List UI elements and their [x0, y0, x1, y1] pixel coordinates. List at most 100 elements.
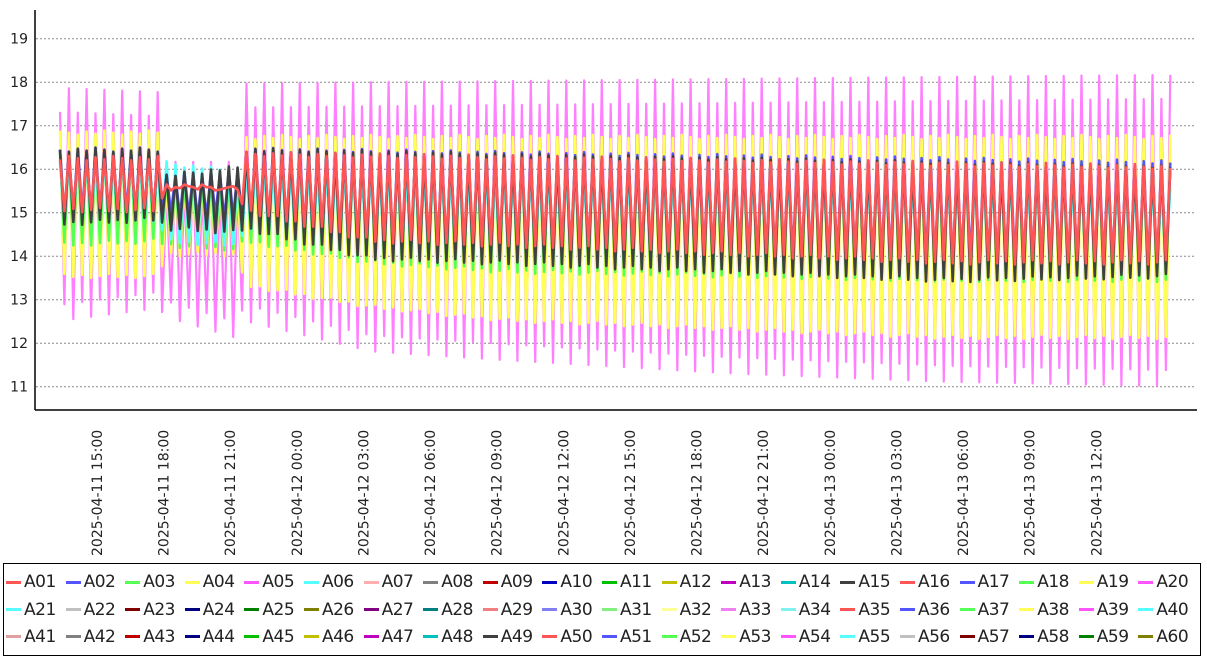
legend-swatch: [125, 580, 141, 584]
legend-swatch: [601, 580, 617, 584]
x-tick-label: 2025-04-13 06:00: [956, 430, 972, 556]
y-tick-label: 11: [10, 380, 28, 396]
legend-label: A44: [202, 626, 235, 647]
legend-swatch: [184, 608, 200, 611]
legend-item: A47: [363, 624, 424, 650]
legend-item: A12: [661, 569, 722, 595]
legend-label: A55: [858, 626, 891, 647]
legend-item: A33: [721, 597, 781, 623]
legend-label: A52: [679, 626, 712, 647]
legend-label: A22: [83, 599, 116, 620]
legend-swatch: [244, 608, 260, 611]
legend-label: A26: [321, 599, 354, 620]
legend-item: A54: [780, 624, 841, 650]
legend-swatch: [303, 608, 319, 611]
legend-swatch: [661, 635, 677, 639]
legend-swatch: [1019, 580, 1035, 584]
legend-item: A46: [303, 624, 364, 650]
legend-item: A15: [840, 569, 900, 595]
legend-label: A50: [560, 626, 593, 647]
legend-item: A26: [303, 597, 364, 623]
legend-item: A11: [601, 569, 662, 595]
legend-swatch: [363, 635, 379, 639]
legend-label: A02: [83, 572, 116, 593]
x-tick-label: 2025-04-12 06:00: [423, 430, 439, 556]
legend-item: A58: [1019, 624, 1079, 650]
legend-item: A52: [661, 624, 722, 650]
y-tick-label: 18: [10, 75, 28, 91]
legend-swatch: [6, 635, 21, 639]
legend-item: A22: [65, 597, 126, 623]
legend-label: A06: [321, 572, 354, 593]
legend-swatch: [542, 580, 558, 584]
legend-label: A10: [560, 572, 593, 593]
y-tick-label: 19: [10, 32, 28, 48]
legend-swatch: [244, 580, 260, 584]
legend-item: A51: [601, 624, 662, 650]
legend-item: A44: [184, 624, 245, 650]
legend-label: A15: [858, 572, 891, 593]
legend-item: A50: [542, 624, 602, 650]
legend-label: A31: [619, 599, 652, 620]
legend-label: A20: [1156, 572, 1189, 593]
series-bands: [58, 73, 1172, 387]
legend-item: A43: [125, 624, 185, 650]
x-tick-label: 2025-04-12 18:00: [690, 430, 706, 556]
y-tick-label: 17: [10, 119, 28, 135]
legend-swatch: [780, 608, 796, 611]
legend-swatch: [1138, 635, 1154, 639]
legend-swatch: [959, 580, 975, 584]
legend-swatch: [6, 580, 21, 584]
legend-label: A05: [262, 572, 295, 593]
x-tick-label: 2025-04-13 03:00: [889, 430, 905, 556]
legend-item: A38: [1019, 597, 1079, 623]
x-tick-label: 2025-04-12 21:00: [756, 430, 772, 556]
legend-swatch: [1078, 580, 1094, 584]
legend-swatch: [65, 635, 81, 639]
legend-item: A10: [542, 569, 602, 595]
x-tick-label: 2025-04-13 09:00: [1023, 430, 1039, 556]
legend-label: A40: [1156, 599, 1189, 620]
legend-label: A33: [739, 599, 771, 620]
legend-swatch: [1138, 580, 1154, 584]
legend-item: A55: [840, 624, 900, 650]
legend-swatch: [65, 580, 81, 584]
legend-item: A49: [482, 624, 543, 650]
legend-label: A42: [83, 626, 116, 647]
legend-swatch: [959, 635, 975, 639]
legend-item: A32: [661, 597, 722, 623]
legend-item: A42: [65, 624, 126, 650]
legend-label: A41: [24, 626, 56, 647]
legend-label: A58: [1037, 626, 1069, 647]
x-tick-label: 2025-04-13 00:00: [823, 430, 839, 556]
legend-item: A57: [959, 624, 1020, 650]
legend-label: A39: [1096, 599, 1129, 620]
legend-label: A21: [24, 599, 56, 620]
x-tick-labels: 2025-04-11 15:00 2025-04-11 18:00 2025-04-…: [90, 430, 1105, 556]
legend-swatch: [423, 580, 439, 584]
legend-item: A07: [363, 569, 424, 595]
legend-item: A36: [899, 597, 960, 623]
legend-label: A49: [500, 626, 533, 647]
legend-label: A03: [143, 572, 175, 593]
legend-item: A35: [840, 597, 900, 623]
legend-item: A23: [125, 597, 185, 623]
legend-label: A38: [1037, 599, 1069, 620]
y-tick-label: 14: [10, 249, 28, 265]
legend-label: A25: [262, 599, 295, 620]
legend-swatch: [899, 635, 915, 639]
legend-swatch: [721, 580, 737, 584]
legend-item: A25: [244, 597, 304, 623]
legend-label: A43: [143, 626, 175, 647]
legend-item: A29: [482, 597, 543, 623]
legend-swatch: [125, 608, 141, 611]
legend-swatch: [303, 635, 319, 639]
legend-label: A18: [1037, 572, 1069, 593]
legend: A01 A02 A03 A04 A05 A06 A07 A08 A09 A10 A11 A12 A13 A…: [3, 563, 1201, 656]
legend-swatch: [125, 635, 141, 639]
legend-swatch: [899, 608, 915, 611]
legend-swatch: [184, 635, 200, 639]
legend-label: A14: [798, 572, 831, 593]
legend-item: A45: [244, 624, 304, 650]
x-tick-label: 2025-04-12 03:00: [356, 430, 372, 556]
